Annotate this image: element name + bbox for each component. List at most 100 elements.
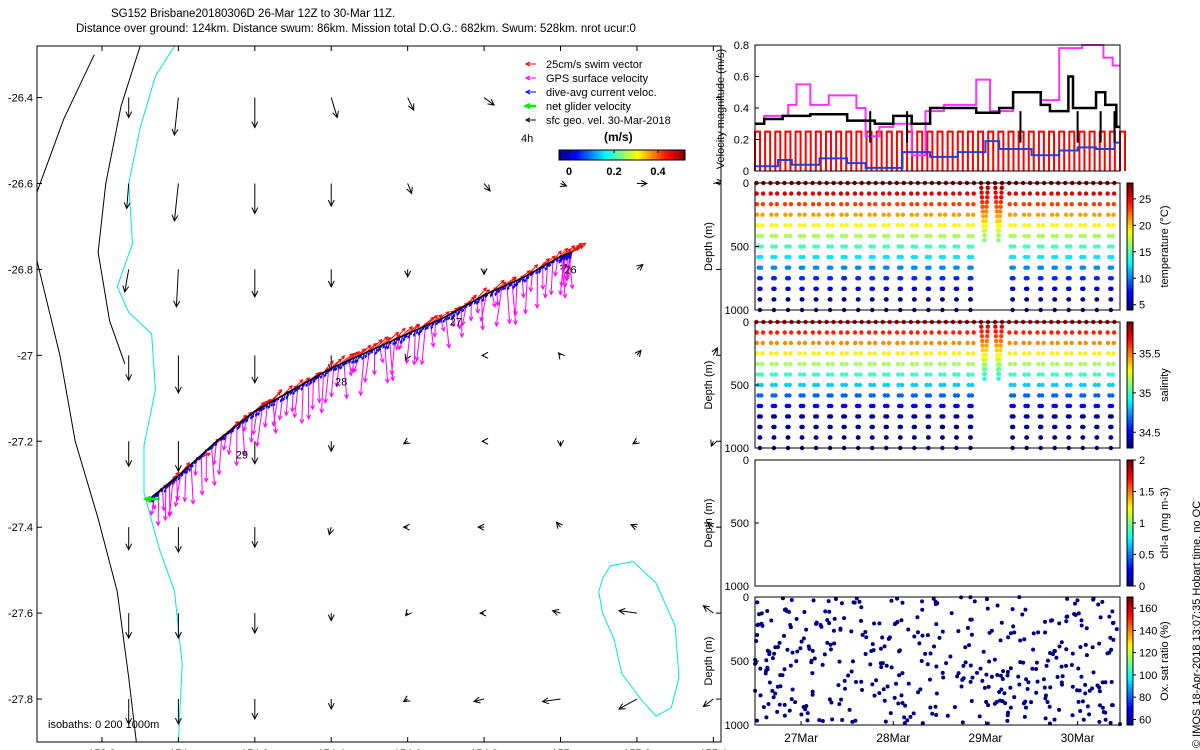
data-point (1067, 265, 1073, 270)
y-tick-label: 0 (743, 592, 749, 604)
colorbar-cell (1127, 460, 1133, 464)
colorbar-cell (1127, 359, 1133, 364)
current-arrow (251, 183, 259, 215)
data-point (956, 671, 961, 676)
data-point (1055, 201, 1060, 207)
colorbar-cell (1127, 619, 1133, 624)
colorbar-cell (682, 150, 686, 160)
data-point (755, 233, 761, 239)
data-point (1045, 700, 1050, 705)
data-point (881, 361, 887, 367)
data-point (1078, 244, 1084, 249)
gps-vector (316, 375, 322, 404)
colorbar-cell (1127, 347, 1133, 351)
gps-vector (450, 313, 456, 328)
data-point (970, 675, 975, 680)
data-point (793, 700, 798, 705)
data-point (1053, 424, 1058, 430)
colorbar-cell (1127, 523, 1133, 527)
data-point (982, 371, 988, 377)
data-point (1050, 372, 1055, 377)
colorbar-cell (655, 150, 658, 160)
data-point (956, 372, 961, 377)
data-point (1039, 265, 1045, 270)
data-point (828, 435, 833, 440)
colorbar-tick-label: 0.5 (1139, 550, 1154, 562)
data-point (1057, 707, 1062, 712)
data-point (949, 611, 954, 616)
data-point (800, 276, 806, 281)
data-point (920, 599, 925, 604)
data-point (920, 607, 925, 612)
data-point (884, 663, 889, 668)
data-point (867, 340, 872, 346)
y-tick-label: 1000 (725, 443, 749, 455)
data-point (1067, 403, 1073, 409)
data-point (1057, 621, 1062, 626)
data-point (814, 435, 819, 440)
colorbar-cell (1127, 287, 1133, 292)
swim-speed-bar (845, 130, 853, 171)
swim-vector (384, 331, 400, 345)
data-point (787, 372, 793, 377)
data-point (900, 372, 905, 377)
data-point (1022, 637, 1027, 642)
gps-vector (277, 395, 284, 421)
data-point (900, 361, 905, 367)
swim-speed-bar (865, 130, 873, 171)
data-point (1068, 233, 1074, 239)
data-point (1040, 244, 1045, 249)
colorbar-cell (680, 150, 684, 160)
current-arrow (327, 613, 335, 622)
data-point (838, 330, 844, 335)
data-point (957, 191, 962, 196)
current-vector (402, 334, 406, 342)
data-point (758, 297, 763, 302)
plot-title-line1: SG152 Brisbane20180306D 26-Mar 12Z to 30… (111, 8, 396, 20)
data-point (1064, 233, 1069, 239)
colorbar-cell (1127, 230, 1133, 235)
data-point (956, 233, 961, 239)
data-point (758, 435, 763, 440)
data-point (923, 351, 928, 356)
data-point (992, 657, 997, 662)
colorbar-cell (1127, 657, 1133, 662)
colorbar-cell (613, 150, 616, 160)
gps-vector (494, 287, 503, 328)
legend-label: 25cm/s swim vector (546, 59, 643, 71)
data-point (860, 688, 865, 693)
data-point (1091, 191, 1096, 196)
data-point (968, 435, 973, 440)
colorbar-cell (1127, 632, 1133, 636)
gps-vector (560, 256, 568, 299)
swim-speed-bar (1098, 130, 1106, 171)
data-point (1040, 361, 1046, 367)
current-vector (356, 355, 360, 364)
data-point (886, 636, 891, 641)
data-point (842, 297, 847, 302)
swim-speed-bar (824, 130, 832, 171)
data-point (877, 621, 882, 626)
data-point (788, 223, 793, 228)
data-point (854, 244, 859, 249)
gps-vector (534, 269, 540, 310)
colorbar-cell (1127, 192, 1133, 197)
data-point (956, 629, 961, 634)
data-point (824, 340, 830, 346)
data-point (1070, 713, 1075, 718)
data-point (1081, 403, 1087, 409)
colorbar-tick-label: 80 (1139, 692, 1151, 704)
data-point (801, 382, 806, 388)
data-point (979, 190, 984, 195)
data-point (880, 191, 886, 196)
data-point (1077, 201, 1083, 207)
current-arrow (123, 183, 131, 210)
data-point (1078, 361, 1083, 367)
data-point (759, 372, 765, 377)
data-point (773, 382, 778, 388)
data-point (979, 324, 984, 329)
current-arrow (472, 696, 485, 704)
data-point (965, 212, 971, 217)
data-point (914, 223, 919, 228)
data-point (887, 330, 892, 335)
